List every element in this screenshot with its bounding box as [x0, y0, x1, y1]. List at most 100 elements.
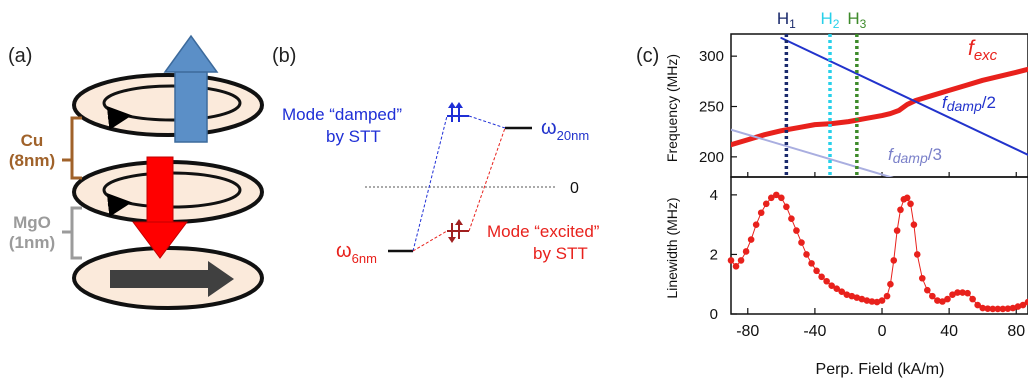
linewidth-point — [737, 257, 745, 264]
linewidth-point — [1024, 298, 1028, 306]
linewidth-point — [742, 248, 750, 255]
mode-damped-sub: by STT — [326, 127, 381, 146]
panel-a-label: (a) — [8, 45, 32, 67]
linewidth-point — [890, 257, 898, 264]
red-magnetization-arrow — [132, 156, 188, 259]
linewidth-point — [994, 305, 1002, 313]
linewidth-point — [752, 221, 760, 228]
linewidth-point — [1019, 301, 1027, 309]
blue-magnetization-arrow — [163, 34, 219, 143]
x-tick-label: 80 — [1007, 323, 1025, 340]
mode-excited-sub: by STT — [533, 244, 588, 263]
linewidth-point — [949, 291, 956, 298]
series-line-fdamp-3 — [731, 128, 894, 177]
damped-level-icon — [447, 102, 469, 122]
linewidth-point — [907, 200, 914, 208]
marker-label-h1: H1 — [777, 9, 796, 31]
linewidth-point — [878, 297, 886, 304]
linewidth-point — [813, 267, 820, 275]
panel-b: (b) Mode “damped” by STT ω20nm 0 Mode “e… — [272, 45, 600, 266]
x-tick-label: -80 — [736, 323, 759, 340]
excited-level-icon — [447, 219, 469, 243]
bottom-y-tick-label: 0 — [710, 306, 718, 323]
linewidth-point — [757, 209, 765, 217]
linewidth-point — [858, 295, 866, 303]
linewidth-point — [798, 239, 805, 246]
linewidth-line — [730, 194, 1028, 310]
linewidth-point — [897, 206, 904, 214]
cu-thickness-label: (8nm) — [9, 151, 55, 170]
x-tick-label: -40 — [803, 323, 826, 340]
precession-orbit-top — [102, 84, 242, 122]
bottom-ylabel: Linewidth (MHz) — [664, 197, 680, 298]
x-tick-label: 40 — [940, 323, 958, 340]
linewidth-point — [944, 295, 951, 303]
panel-b-label: (b) — [272, 45, 296, 67]
mgo-thickness-label: (1nm) — [9, 233, 55, 252]
linewidth-point — [873, 298, 881, 306]
linewidth-point — [1014, 303, 1022, 310]
linewidth-point — [1004, 305, 1012, 312]
linewidth-point — [848, 292, 856, 300]
linewidth-point — [803, 251, 810, 258]
linewidth-point — [762, 200, 770, 208]
zero-label: 0 — [570, 180, 579, 197]
top-chart-series — [731, 37, 1028, 177]
linewidth-point — [833, 285, 841, 292]
mgo-label: MgO — [13, 213, 51, 232]
linewidth-point — [903, 194, 911, 202]
fexc-label: fexc — [968, 37, 998, 64]
fdamp3-label: fdamp/3 — [888, 145, 942, 166]
mgo-bracket: MgO (1nm) — [9, 206, 82, 260]
top-y-tick-label: 300 — [699, 48, 724, 65]
linewidth-point — [843, 291, 851, 298]
linewidth-point — [747, 236, 755, 243]
bottom-plot-frame — [730, 176, 1028, 315]
panel-c: (c) Frequency (MHz) Linewidth (MHz) 2002… — [636, 9, 1028, 378]
bottom-y-tick-label: 2 — [710, 246, 718, 263]
linewidth-point — [974, 301, 981, 309]
linewidth-point — [727, 257, 735, 264]
top-y-ticks: 200 250 300 — [699, 48, 737, 166]
x-ticks: -80 -40 0 40 80 — [736, 172, 1025, 340]
marker-label-h2: H2 — [821, 9, 840, 31]
bottom-disk — [72, 246, 264, 310]
linewidth-point — [989, 305, 997, 313]
linewidth-point — [793, 227, 800, 234]
top-y-tick-label: 250 — [699, 99, 724, 116]
damped-coupling-line — [412, 115, 448, 252]
bottom-y-tick-label: 4 — [710, 187, 718, 204]
excited-coupling-line — [468, 127, 506, 232]
top-ylabel: Frequency (MHz) — [664, 54, 680, 162]
bottom-y-ticks: 0 2 4 — [710, 187, 737, 323]
omega-20nm-label: ω20nm — [541, 117, 589, 143]
linewidth-point — [929, 292, 936, 300]
mode-damped-label: Mode “damped” — [282, 105, 402, 124]
linewidth-point — [918, 274, 926, 282]
gray-magnetization-arrow — [110, 261, 234, 297]
linewidth-point — [732, 263, 740, 270]
omega-6nm-label: ω6nm — [336, 240, 377, 266]
linewidth-point — [828, 282, 835, 290]
linewidth-point — [1009, 304, 1017, 312]
linewidth-point — [984, 305, 992, 312]
linewidth-point — [954, 289, 961, 296]
linewidth-point — [939, 298, 946, 305]
linewidth-point — [767, 194, 775, 202]
linewidth-point — [818, 273, 825, 281]
linewidth-point — [853, 294, 861, 301]
linewidth-point — [823, 277, 830, 285]
top-disk — [72, 73, 264, 137]
linewidth-point — [964, 289, 971, 297]
cu-bracket: Cu (8nm) — [9, 116, 82, 180]
excited-coupling-line — [412, 230, 448, 252]
linewidth-point — [934, 297, 941, 304]
linewidth-point — [783, 203, 790, 211]
linewidth-point — [893, 227, 901, 234]
linewidth-point — [883, 292, 891, 300]
x-axis-label: Perp. Field (kA/m) — [816, 361, 945, 378]
linewidth-point — [887, 280, 894, 288]
mode-excited-label: Mode “excited” — [487, 222, 600, 241]
linewidth-point — [959, 289, 966, 296]
